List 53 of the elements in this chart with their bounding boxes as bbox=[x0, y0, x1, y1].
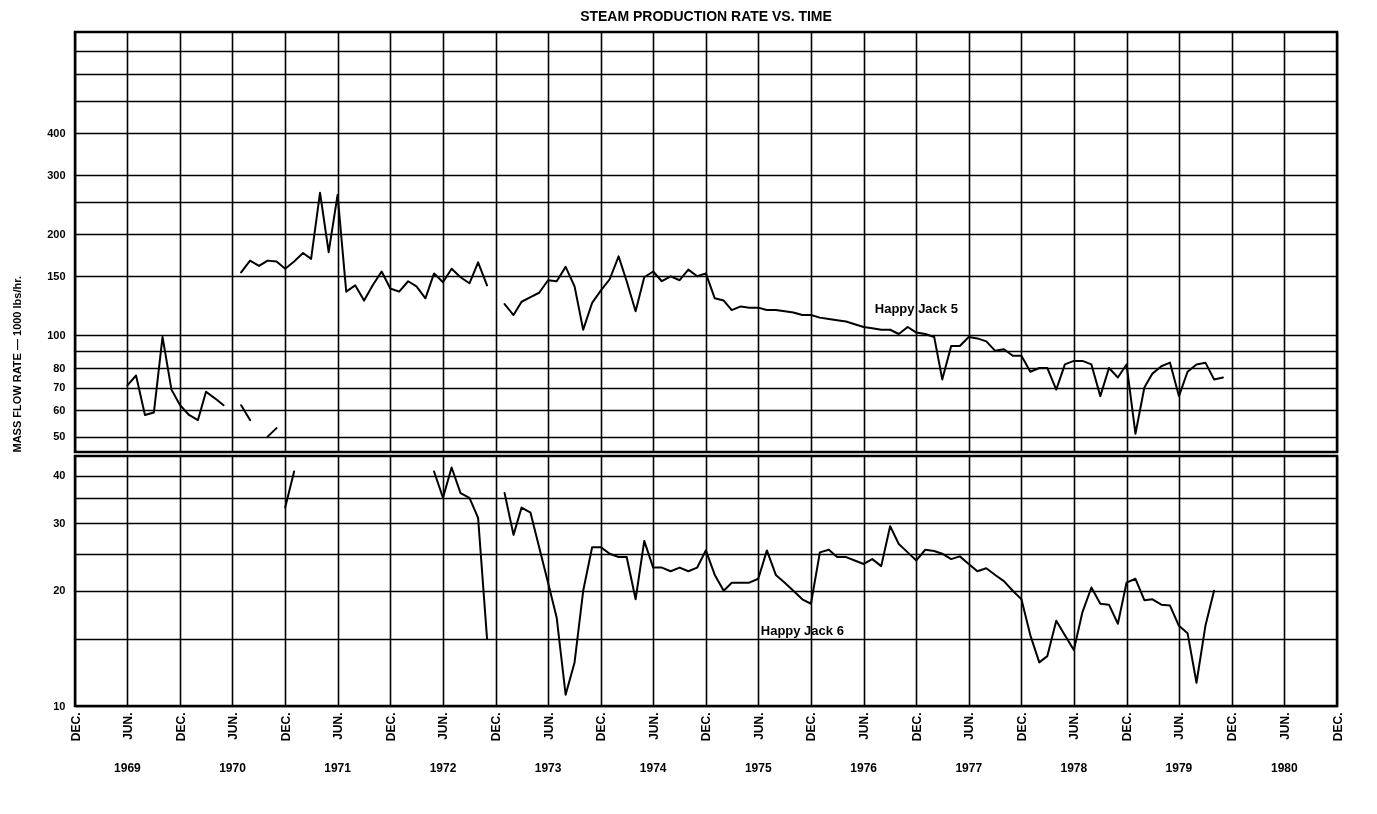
x2-tick-label: 1978 bbox=[1060, 761, 1088, 775]
y-tick-label: 40 bbox=[53, 469, 66, 482]
y-tick-label: 400 bbox=[47, 126, 66, 139]
x-tick-label: JUN. bbox=[962, 712, 977, 740]
x2-tick-label: 1977 bbox=[955, 761, 983, 775]
y-tick-label: 300 bbox=[47, 168, 66, 181]
x2-tick-label: 1980 bbox=[1270, 761, 1298, 775]
y-tick-label: 50 bbox=[53, 430, 66, 443]
x-tick-label: DEC. bbox=[909, 712, 924, 742]
x-tick-label: JUN. bbox=[1277, 712, 1292, 740]
x-tick-label: JUN. bbox=[1172, 712, 1187, 740]
y-tick-label: 30 bbox=[53, 516, 66, 529]
x-tick-label: JUN. bbox=[226, 712, 240, 740]
x2-tick-label: 1969 bbox=[114, 761, 142, 775]
series-label: Happy Jack 5 bbox=[874, 300, 958, 316]
x-tick-label: DEC. bbox=[699, 712, 714, 742]
x-tick-label: DEC. bbox=[1330, 712, 1345, 742]
x2-tick-label: 1979 bbox=[1165, 761, 1193, 775]
x-tick-label: JUN. bbox=[1067, 712, 1082, 740]
y-axis-title: MASS FLOW RATE — 1000 lbs/hr. bbox=[11, 276, 24, 453]
y-tick-label: 80 bbox=[53, 361, 66, 374]
x-tick-label: DEC. bbox=[173, 712, 188, 742]
x-tick-label: DEC. bbox=[1120, 712, 1135, 742]
y-tick-label: 70 bbox=[53, 381, 66, 394]
x2-tick-label: 1972 bbox=[429, 761, 457, 775]
x2-tick-label: 1971 bbox=[324, 761, 352, 775]
x-tick-label: DEC. bbox=[383, 712, 398, 742]
x-tick-label: JUN. bbox=[120, 712, 135, 740]
x-tick-label: JUN. bbox=[331, 712, 346, 740]
y-tick-label: 100 bbox=[47, 328, 66, 341]
x-tick-label: DEC. bbox=[804, 712, 819, 742]
x-tick-label: JUN. bbox=[436, 712, 451, 740]
y-tick-label: 10 bbox=[53, 699, 66, 712]
x2-tick-label: 1975 bbox=[744, 761, 772, 775]
x-tick-label: DEC. bbox=[278, 712, 293, 742]
x-tick-label: JUN. bbox=[646, 712, 661, 740]
y-tick-label: 20 bbox=[53, 584, 66, 597]
x-tick-label: DEC. bbox=[489, 712, 504, 742]
x2-tick-label: 1970 bbox=[219, 761, 247, 775]
x2-tick-label: 1974 bbox=[639, 761, 667, 775]
x-tick-label: DEC. bbox=[68, 712, 83, 742]
x2-tick-label: 1976 bbox=[850, 761, 878, 775]
x2-tick-label: 1973 bbox=[534, 761, 562, 775]
y-tick-label: 60 bbox=[53, 403, 66, 416]
y-tick-label: 200 bbox=[47, 227, 66, 240]
x-tick-label: JUN. bbox=[857, 712, 872, 740]
y-tick-label: 150 bbox=[47, 269, 66, 282]
x-tick-label: JUN. bbox=[751, 712, 766, 740]
x-tick-label: JUN. bbox=[541, 712, 556, 740]
chart-title: STEAM PRODUCTION RATE VS. TIME bbox=[580, 8, 832, 24]
x-tick-label: DEC. bbox=[1014, 712, 1029, 742]
x-tick-label: DEC. bbox=[1225, 712, 1240, 742]
x-tick-label: DEC. bbox=[594, 712, 609, 742]
